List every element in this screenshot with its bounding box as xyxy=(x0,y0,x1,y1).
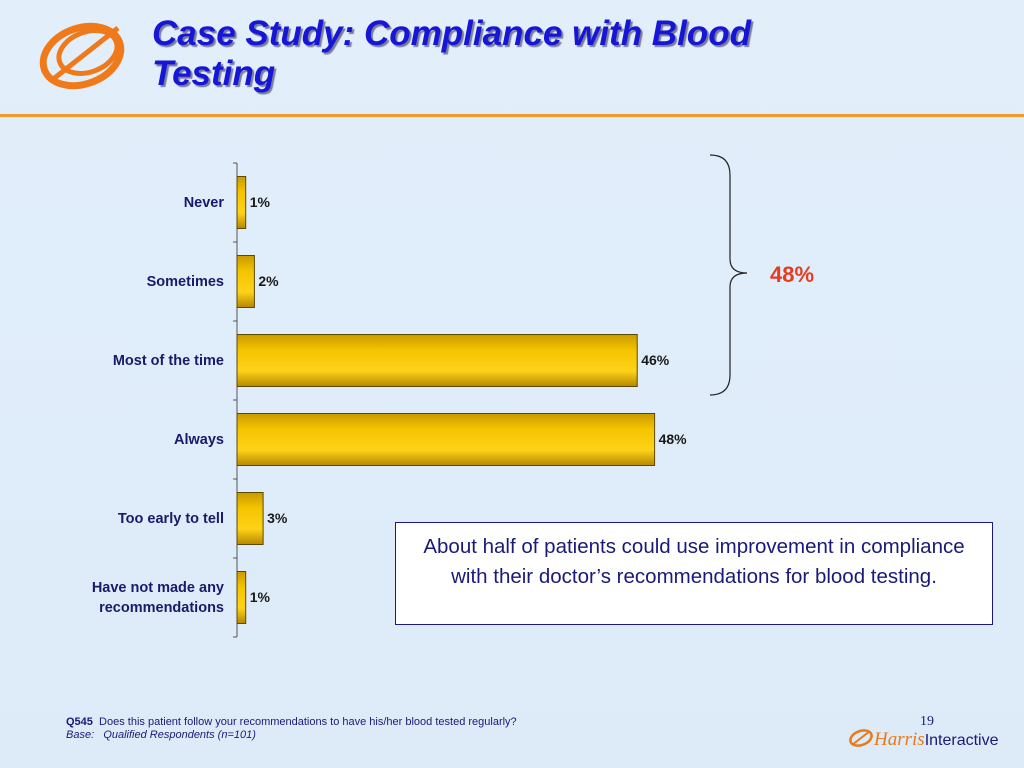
harris-logo-icon xyxy=(39,22,125,90)
page-number: 19 xyxy=(920,714,934,729)
bar-1 xyxy=(236,255,255,308)
value-label: 48% xyxy=(658,430,687,447)
question-id: Q545 xyxy=(66,716,93,728)
brand-logo: HarrisInteractive xyxy=(848,728,999,751)
value-label: 1% xyxy=(249,193,270,210)
page-title: Case Study: Compliance with Blood Testin… xyxy=(152,14,751,93)
value-label: 1% xyxy=(249,588,270,605)
value-label: 2% xyxy=(258,272,279,289)
base-label: Base: xyxy=(66,729,95,741)
bar-0 xyxy=(236,176,247,229)
brand-interactive: Interactive xyxy=(924,732,999,749)
base-text: Qualified Respondents (n=101) xyxy=(103,729,256,741)
title-divider xyxy=(0,114,1024,117)
value-label: 46% xyxy=(641,351,670,368)
bar-4 xyxy=(236,492,264,545)
bar-5 xyxy=(236,571,247,624)
category-label: Always xyxy=(174,431,224,448)
footer-base: Base: Qualified Respondents (n=101) xyxy=(66,729,517,741)
value-label: 3% xyxy=(267,509,288,526)
brand-harris: Harris xyxy=(874,729,925,750)
category-label: Too early to tell xyxy=(117,510,224,527)
summary-note: About half of patients could use improve… xyxy=(395,522,993,625)
footer-question: Q545 Does this patient follow your recom… xyxy=(66,716,517,728)
bracket-total-label: 48% xyxy=(770,262,815,287)
bar-2 xyxy=(236,334,638,387)
category-label: Most of the time xyxy=(112,352,224,369)
bar-3 xyxy=(236,413,656,466)
category-label: Never xyxy=(183,194,224,211)
bracket xyxy=(709,154,748,396)
question-text: Does this patient follow your recommenda… xyxy=(99,716,517,728)
brand-logo-icon xyxy=(849,729,873,747)
category-label: Sometimes xyxy=(146,273,224,290)
category-label: Have not made any recommendations xyxy=(91,579,224,616)
footer-notes: Q545 Does this patient follow your recom… xyxy=(66,716,517,741)
